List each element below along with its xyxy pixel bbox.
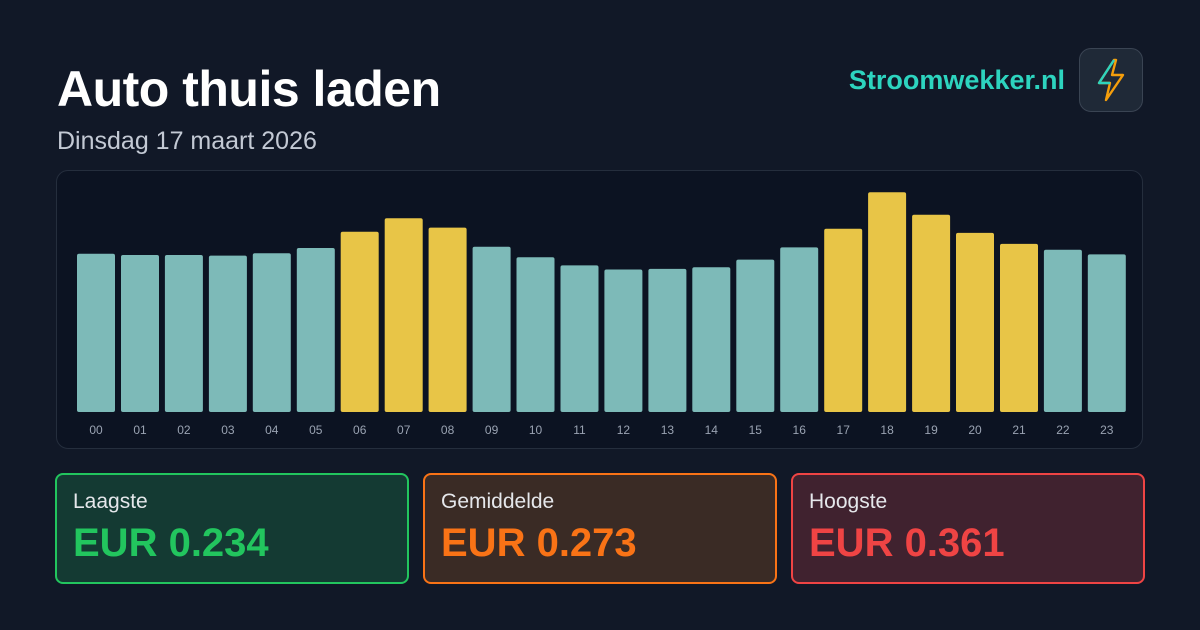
bar-hour-09 [472, 246, 511, 412]
average-price-value: EUR 0.273 [441, 521, 637, 565]
highest-price-card: Hoogste EUR 0.361 [791, 473, 1145, 584]
highest-price-label: Hoogste [809, 490, 888, 513]
average-price-label: Gemiddelde [441, 490, 555, 513]
bar-hour-05 [296, 248, 335, 412]
bar-hour-12 [604, 269, 643, 412]
x-tick-label: 23 [1100, 423, 1114, 437]
bar-hour-13 [648, 268, 687, 412]
x-tick-label: 00 [89, 423, 103, 437]
x-tick-label: 04 [265, 423, 279, 437]
x-tick-label: 14 [705, 423, 719, 437]
x-tick-label: 08 [441, 423, 455, 437]
bar-hour-18 [868, 192, 907, 412]
average-price-card: Gemiddelde EUR 0.273 [423, 473, 777, 584]
x-tick-label: 16 [793, 423, 807, 437]
bar-hour-17 [824, 228, 863, 412]
bar-hour-20 [956, 232, 994, 412]
brand: Stroomwekker.nl [849, 48, 1143, 112]
bar-hour-11 [560, 265, 599, 412]
price-chart: 00 01 02 03 04 05 06 07 08 09 10 11 12 13 14 15 16 17 18 19… [56, 170, 1143, 449]
x-tick-label: 05 [309, 423, 323, 437]
lowest-price-card: Laagste EUR 0.234 [55, 473, 409, 584]
x-tick-label: 15 [749, 423, 763, 437]
bar-hour-23 [1087, 254, 1126, 412]
x-tick-label: 01 [133, 423, 147, 437]
x-tick-label: 06 [353, 423, 367, 437]
x-tick-label: 12 [617, 423, 631, 437]
bar-hour-06 [340, 231, 379, 412]
date-subtitle: Dinsdag 17 maart 2026 [57, 127, 317, 155]
x-tick-label: 21 [1012, 423, 1026, 437]
page-title: Auto thuis laden [57, 61, 441, 117]
bar-hour-14 [692, 267, 731, 412]
x-tick-label: 07 [397, 423, 411, 437]
x-tick-label: 02 [177, 423, 191, 437]
bar-hour-10 [516, 257, 555, 412]
x-tick-label: 11 [573, 423, 586, 437]
price-chart-svg: 00 01 02 03 04 05 06 07 08 09 10 11 12 13 14 15 16 17 18 19… [77, 192, 1126, 437]
bar-hour-15 [736, 259, 775, 412]
bar-hour-16 [780, 247, 819, 412]
x-tick-label: 03 [221, 423, 235, 437]
bar-hour-21 [1000, 243, 1038, 412]
bar-hour-08 [428, 227, 467, 412]
x-tick-label: 10 [529, 423, 543, 437]
x-tick-label: 18 [880, 423, 894, 437]
x-tick-label: 13 [661, 423, 675, 437]
x-tick-label: 20 [968, 423, 982, 437]
bar-hour-03 [208, 255, 247, 412]
bar-hour-02 [164, 255, 203, 412]
x-tick-label: 09 [485, 423, 499, 437]
summary-cards: Laagste EUR 0.234 Gemiddelde EUR 0.273 H… [55, 473, 1145, 585]
lightning-bolt-icon [1079, 48, 1143, 112]
bar-hour-19 [912, 214, 951, 412]
bar-hour-22 [1043, 249, 1082, 412]
x-tick-label: 17 [837, 423, 851, 437]
bar-hour-00 [77, 253, 115, 412]
x-tick-label: 19 [924, 423, 938, 437]
bar-hour-01 [121, 255, 159, 412]
bar-hour-07 [384, 218, 423, 412]
x-tick-label: 22 [1056, 423, 1070, 437]
bar-hour-04 [252, 253, 291, 412]
brand-name: Stroomwekker.nl [848, 64, 1065, 95]
highest-price-value: EUR 0.361 [809, 521, 1005, 565]
lightning-bolt-svg [1097, 58, 1125, 102]
lowest-price-value: EUR 0.234 [73, 521, 269, 565]
lowest-price-label: Laagste [73, 490, 148, 513]
